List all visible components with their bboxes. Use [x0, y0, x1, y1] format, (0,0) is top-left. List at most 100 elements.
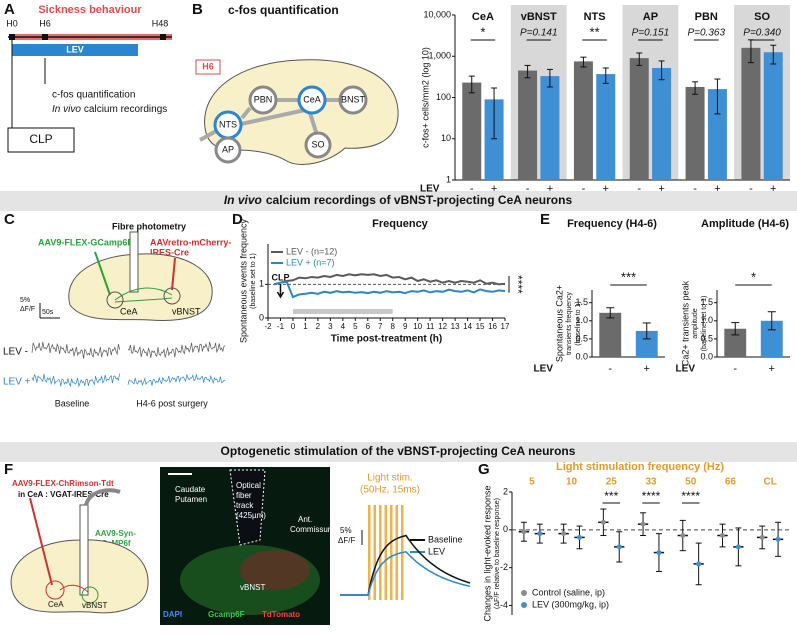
node — [248, 85, 278, 115]
y-tick-label: 1.5 — [700, 297, 713, 307]
stain-label: DAPI — [163, 610, 182, 619]
bar — [652, 67, 672, 180]
label: AAVretro-mCherry- — [150, 237, 231, 247]
x-tick-label: - — [470, 183, 474, 195]
x-tick-label: 5 — [353, 322, 358, 331]
point — [616, 544, 622, 550]
x-tick-label: 13 — [451, 322, 460, 331]
label: vBNST — [82, 601, 107, 610]
y-tick-label: 0 — [259, 312, 264, 322]
traces — [31, 341, 226, 388]
node-label: NTS — [219, 119, 237, 129]
image-label: track — [236, 501, 254, 510]
category-label: 5 — [529, 477, 535, 488]
y-tick-label: 1.0 — [575, 315, 588, 325]
y-tick-label: 1 — [259, 279, 264, 289]
y-axis-label: (baseline set to 1) — [250, 253, 257, 309]
x-axis-label: LEV — [534, 364, 554, 375]
y-tick-label: 10 — [441, 133, 451, 143]
label: 50s — [42, 309, 54, 316]
bar — [763, 52, 783, 181]
section-text: calcium recordings of vBNST-projecting C… — [266, 193, 573, 207]
image-label: Putamen — [175, 495, 207, 504]
category-label: 25 — [606, 477, 618, 488]
injection — [29, 497, 53, 586]
y-tick-label: 1.0 — [700, 315, 713, 325]
x-tick-label: - — [693, 183, 697, 195]
label: c-fos quantification — [228, 3, 339, 17]
y-axis-label: (baseline set to 1) — [701, 296, 708, 352]
injection — [94, 251, 111, 296]
y-tick-label: 10,000 — [423, 9, 451, 19]
series-line — [273, 280, 506, 299]
label: AAV9-FLEX-ChRimson-Tdt — [12, 479, 114, 488]
category-label: 50 — [685, 477, 697, 488]
row-label: LEV + — [3, 377, 31, 388]
section-title: Optogenetic stimulation of the vBNST-pro… — [221, 444, 576, 458]
injection — [171, 257, 176, 291]
y-tick-label: -2 — [500, 562, 508, 572]
y-tick-label: 0.0 — [700, 351, 713, 361]
significance: P=0.340 — [743, 28, 781, 39]
node-label: CeA — [303, 94, 321, 104]
label: Light stim. — [367, 473, 413, 484]
x-tick-label: - — [637, 183, 641, 195]
fiber — [79, 504, 89, 596]
label: Sickness behaviour — [38, 4, 142, 16]
label: 5% — [340, 526, 352, 535]
significance: P=0.141 — [520, 28, 558, 39]
label: vBNST — [172, 306, 201, 316]
category-label: vBNST — [521, 11, 557, 23]
node — [214, 136, 242, 164]
fiber-track — [229, 469, 266, 546]
bar — [484, 99, 504, 180]
label: 5% — [20, 297, 30, 304]
image-label: Caudate — [175, 485, 206, 494]
point — [735, 544, 741, 550]
x-tick-label: 8 — [391, 322, 396, 331]
image-label: vBNST — [240, 583, 265, 592]
region — [81, 586, 99, 604]
label: H6 — [202, 61, 214, 71]
x-tick-label: + — [547, 183, 553, 195]
label: ΔF/F — [20, 306, 35, 313]
chart-title: Frequency — [372, 218, 429, 230]
point — [577, 534, 583, 540]
point — [775, 536, 781, 542]
legend-label: LEV + (n=7) — [286, 257, 335, 267]
point — [537, 531, 543, 537]
projections — [199, 98, 340, 142]
significance: **** — [681, 489, 700, 503]
label: ΔF/F — [338, 536, 355, 545]
node — [304, 131, 332, 159]
event-label: CLP — [271, 272, 289, 282]
trace — [340, 534, 471, 596]
label: CeA — [120, 306, 138, 316]
legend-label: LEV (300mg/kg, ip) — [532, 599, 609, 609]
fiber-cable — [84, 488, 121, 506]
y-axis-label: c-fos+ cells/mm2 (log 10) — [420, 47, 430, 148]
bar — [741, 47, 761, 181]
point — [640, 521, 646, 527]
point — [696, 561, 702, 567]
x-tick-label: 7 — [378, 322, 383, 331]
legend-label: Control (saline, ip) — [532, 587, 605, 597]
x-tick-label: 0 — [291, 322, 296, 331]
micrograph-signal — [240, 550, 310, 590]
label: (50Hz, 15ms) — [360, 485, 420, 496]
bar — [540, 76, 560, 180]
label: LEV — [66, 44, 84, 54]
y-tick-label: 0.5 — [700, 333, 713, 343]
category-label: 66 — [725, 477, 737, 488]
x-tick-label: 4 — [341, 322, 346, 331]
y-axis-label: Spontaneous Ca2+ — [554, 285, 564, 362]
significance: P=0.151 — [632, 28, 670, 39]
image-label: fiber — [236, 491, 252, 500]
label-text: calcium recordings — [84, 104, 167, 115]
category-label: 10 — [566, 477, 578, 488]
legend-swatch — [521, 602, 527, 608]
y-tick-label: 1,000 — [428, 51, 451, 61]
stim-pulses — [368, 505, 404, 600]
trace — [127, 373, 226, 386]
label: In vivo calcium recordings — [52, 104, 167, 115]
